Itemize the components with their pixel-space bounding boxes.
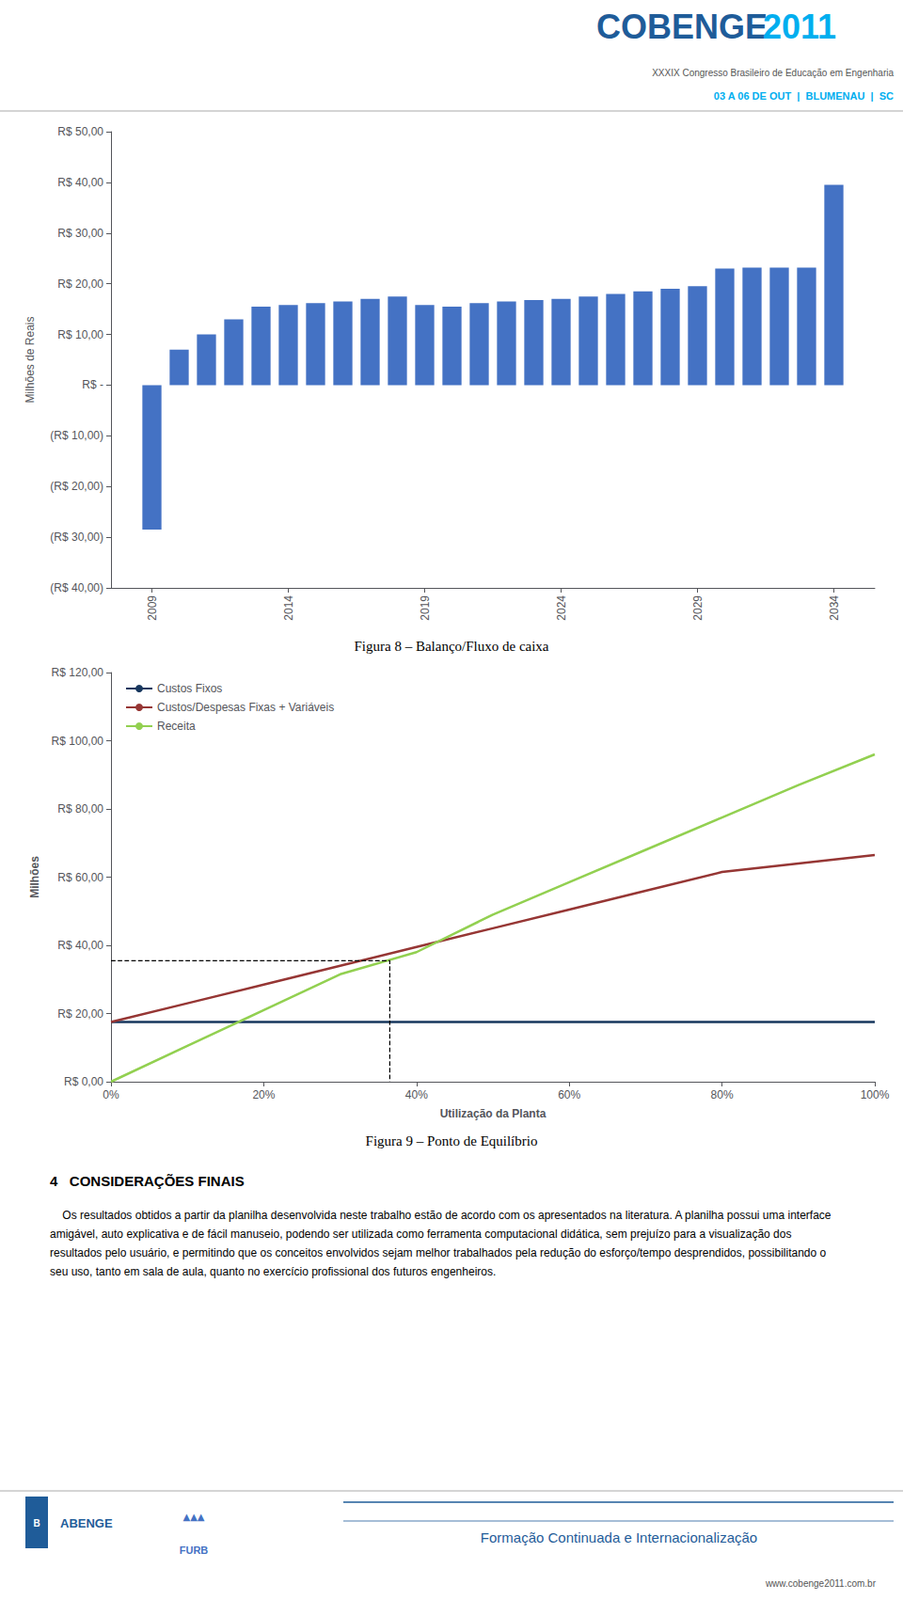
svg-text:R$ -: R$ -: [81, 378, 104, 392]
svg-text:(R$ 40,00): (R$ 40,00): [49, 581, 104, 595]
svg-text:Custos Fixos: Custos Fixos: [157, 681, 222, 696]
svg-text:2024: 2024: [554, 595, 569, 621]
svg-text:Os resultados obtidos a partir: Os resultados obtidos a partir da planil…: [49, 1208, 835, 1222]
svg-text:2014: 2014: [282, 595, 296, 621]
svg-text:(R$ 20,00): (R$ 20,00): [49, 479, 104, 493]
svg-text:R$ 10,00: R$ 10,00: [57, 328, 104, 342]
svg-text:Receita: Receita: [157, 719, 196, 733]
svg-text:R$ 100,00: R$ 100,00: [51, 734, 105, 748]
svg-text:0%: 0%: [102, 1088, 120, 1102]
svg-text:ABENGE: ABENGE: [60, 1516, 113, 1531]
svg-text:B: B: [32, 1518, 40, 1529]
svg-text:XXXIX Congresso Brasileiro de: XXXIX Congresso Brasileiro de Educação e…: [651, 67, 894, 79]
svg-text:100%: 100%: [860, 1088, 890, 1102]
svg-text:Figura 8 – Balanço/Fluxo de ca: Figura 8 – Balanço/Fluxo de caixa: [353, 638, 549, 654]
svg-text:R$ 20,00: R$ 20,00: [57, 1007, 104, 1021]
svg-text:80%: 80%: [711, 1088, 734, 1102]
svg-text:60%: 60%: [557, 1088, 581, 1102]
svg-text:2019: 2019: [418, 595, 432, 621]
svg-text:2034: 2034: [827, 595, 841, 621]
svg-text:4 CONSIDERAÇÕES FINAIS: 4 CONSIDERAÇÕES FINAIS: [49, 1172, 245, 1189]
svg-text:R$ 50,00: R$ 50,00: [57, 125, 104, 139]
svg-text:amigável, auto explicativa e d: amigável, auto explicativa e de fácil ma…: [49, 1227, 795, 1241]
svg-text:2009: 2009: [145, 595, 159, 621]
svg-text:(R$ 10,00): (R$ 10,00): [49, 428, 104, 443]
svg-text:www.cobenge2011.com.br: www.cobenge2011.com.br: [764, 1578, 877, 1589]
svg-text:2011: 2011: [762, 7, 837, 47]
svg-text:Milhões: Milhões: [28, 855, 42, 899]
svg-text:Custos/Despesas Fixas + Variáv: Custos/Despesas Fixas + Variáveis: [157, 700, 334, 714]
svg-text:FURB: FURB: [179, 1544, 209, 1556]
svg-text:R$ 0,00: R$ 0,00: [63, 1075, 104, 1089]
svg-text:20%: 20%: [252, 1088, 275, 1102]
svg-text:COBENGE: COBENGE: [596, 7, 768, 47]
svg-text:R$ 40,00: R$ 40,00: [57, 175, 104, 190]
svg-text:R$ 120,00: R$ 120,00: [51, 665, 105, 680]
svg-text:R$ 80,00: R$ 80,00: [57, 802, 104, 816]
svg-text:(R$ 30,00): (R$ 30,00): [49, 530, 104, 544]
svg-text:2029: 2029: [691, 595, 705, 621]
svg-text:Figura 9 – Ponto de Equilíbrio: Figura 9 – Ponto de Equilíbrio: [365, 1133, 539, 1149]
svg-text:R$ 20,00: R$ 20,00: [57, 277, 104, 291]
svg-text:seu uso, tanto em sala de aula: seu uso, tanto em sala de aula, quanto n…: [49, 1265, 496, 1279]
svg-text:Milhões de Reais: Milhões de Reais: [23, 316, 37, 403]
svg-text:03 A 06 DE OUT | BLUMENAU |: 03 A 06 DE OUT | BLUMENAU | SC: [713, 90, 894, 102]
svg-text:Utilização da Planta: Utilização da Planta: [440, 1107, 547, 1121]
svg-text:resultados pelo usuário, e per: resultados pelo usuário, e permitindo qu…: [49, 1246, 830, 1260]
svg-text:40%: 40%: [405, 1088, 428, 1102]
svg-text:▲▲▲: ▲▲▲: [182, 1511, 205, 1522]
svg-text:R$ 40,00: R$ 40,00: [57, 938, 104, 952]
svg-text:Formação Continuada e Internac: Formação Continuada e Internacionalizaçã…: [480, 1529, 758, 1546]
svg-text:R$ 60,00: R$ 60,00: [57, 871, 104, 885]
svg-text:R$ 30,00: R$ 30,00: [57, 226, 104, 240]
